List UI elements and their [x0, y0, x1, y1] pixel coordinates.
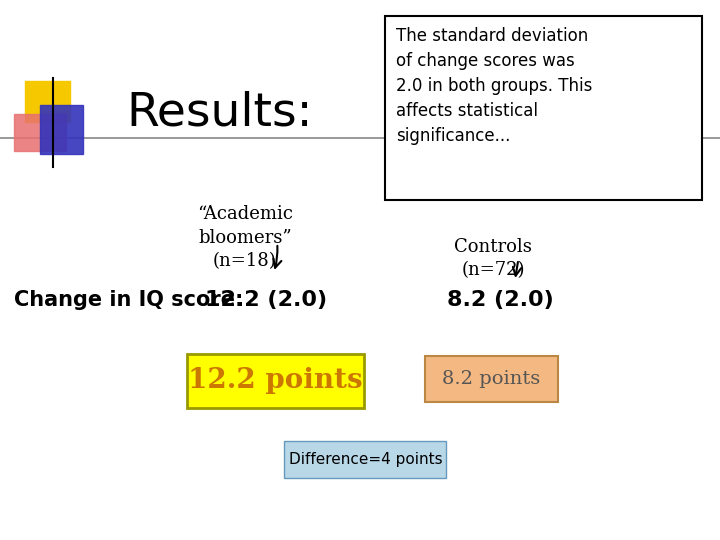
Bar: [14, 114, 66, 151]
Bar: [40, 105, 83, 154]
Text: Change in IQ score:: Change in IQ score:: [14, 289, 244, 310]
Bar: [284, 441, 446, 478]
Text: Difference=4 points: Difference=4 points: [289, 452, 442, 467]
Bar: [425, 356, 558, 402]
Bar: [25, 81, 70, 122]
Text: The standard deviation
of change scores was
2.0 in both groups. This
affects sta: The standard deviation of change scores …: [396, 27, 593, 145]
Bar: [187, 354, 364, 408]
Text: 8.2 (2.0): 8.2 (2.0): [447, 289, 554, 310]
Text: 12.2 points: 12.2 points: [188, 367, 363, 394]
Text: 12.2 (2.0): 12.2 (2.0): [205, 289, 328, 310]
Bar: [385, 16, 702, 200]
Text: “Academic
bloomers”
(n=18): “Academic bloomers” (n=18): [197, 205, 293, 271]
Text: 8.2 points: 8.2 points: [442, 370, 541, 388]
Text: Results:: Results:: [126, 91, 312, 136]
Text: Controls
(n=72): Controls (n=72): [454, 238, 532, 279]
